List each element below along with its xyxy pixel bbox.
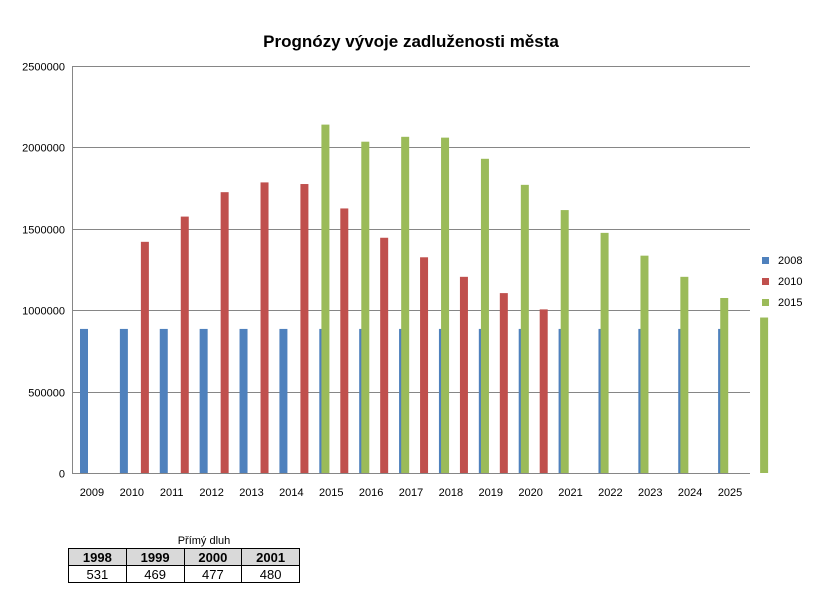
x-tick-label: 2017 [399, 487, 423, 499]
x-tick-label: 2024 [678, 487, 702, 499]
bars [80, 124, 769, 474]
legend-label: 2008 [778, 255, 802, 267]
table-row: 531 469 477 480 [68, 565, 300, 583]
legend-swatch [762, 257, 769, 264]
x-tick-label: 2011 [160, 487, 184, 499]
bar-2010-2018 [459, 276, 468, 473]
y-axis-labels: 0 500000 1000000 1500000 2000000 2500000 [22, 62, 65, 481]
x-tick-label: 2010 [120, 487, 144, 499]
x-tick-label: 2013 [239, 487, 263, 499]
table-caption: Přímý dluh [177, 535, 231, 547]
bar-2015-2022 [640, 255, 649, 473]
bar-2008-2014 [279, 328, 288, 473]
x-tick-label: 2014 [279, 487, 303, 499]
chart: Prognózy vývoje zadluženosti města 0 5000… [22, 32, 802, 499]
bar-2010-2011 [180, 216, 189, 473]
legend-label: 2015 [778, 297, 802, 309]
bar-2015-2025 [760, 317, 769, 473]
bar-2010-2016 [380, 237, 389, 473]
x-axis-labels: 2009 2010 2011 2012 2013 2014 2015 2016 2017 2018… [80, 487, 743, 499]
bar-2010-2017 [420, 257, 429, 473]
x-tick-label: 2022 [598, 487, 622, 499]
y-tick-label: 0 [59, 469, 65, 481]
bar-2010-2020 [539, 309, 548, 473]
table-header-row: 1998 1999 2000 2001 [68, 548, 300, 566]
x-tick-label: 2023 [638, 487, 662, 499]
table-cell: 480 [241, 565, 300, 583]
bar-2010-2013 [260, 182, 269, 474]
bar-2010-2012 [220, 192, 229, 474]
legend-swatch [762, 299, 769, 306]
x-tick-label: 2015 [319, 487, 343, 499]
bar-2010-2010 [140, 241, 149, 473]
x-tick-label: 2012 [199, 487, 223, 499]
table-header-cell: 2001 [241, 548, 300, 566]
legend: 2008 2010 2015 [762, 255, 802, 309]
x-tick-label: 2019 [479, 487, 503, 499]
bar-2008-2009 [80, 328, 88, 473]
bar-2008-2013 [239, 328, 248, 473]
direct-debt-table: 1998 1999 2000 2001 531 469 477 480 [68, 548, 300, 583]
table-header-cell: 1998 [68, 548, 127, 566]
x-tick-label: 2009 [80, 487, 104, 499]
y-tick-label: 1000000 [22, 306, 65, 318]
bar-2015-2018 [480, 158, 489, 473]
bar-2015-2016 [401, 136, 410, 473]
bar-2008-2011 [159, 328, 168, 473]
bar-2008-2012 [199, 328, 208, 473]
bar-2015-2015 [361, 141, 370, 473]
x-tick-label: 2016 [359, 487, 383, 499]
bar-2008-2010 [119, 328, 128, 473]
chart-title: Prognózy vývoje zadluženosti města [263, 32, 559, 51]
bar-2015-2023 [680, 276, 689, 473]
bar-2015-2024 [720, 297, 729, 473]
x-tick-label: 2018 [439, 487, 463, 499]
bar-2015-2019 [520, 184, 529, 473]
bar-2015-2017 [441, 137, 450, 473]
x-tick-label: 2020 [518, 487, 542, 499]
table-cell: 477 [183, 565, 243, 583]
bar-2010-2015 [340, 208, 349, 473]
legend-swatch [762, 278, 769, 285]
y-tick-label: 2500000 [22, 62, 65, 74]
x-tick-label: 2021 [558, 487, 582, 499]
table-header-cell: 2000 [183, 548, 243, 566]
direct-debt-table-container: Přímý dluh 1998 1999 2000 2001 531 469 4… [68, 535, 300, 583]
bar-2010-2014 [300, 184, 309, 473]
table-cell: 469 [125, 565, 185, 583]
bar-2015-2020 [560, 210, 569, 473]
y-tick-label: 2000000 [22, 143, 65, 155]
x-tick-label: 2025 [718, 487, 742, 499]
table-header-cell: 1999 [125, 548, 185, 566]
bar-2010-2019 [499, 293, 508, 473]
y-tick-label: 500000 [28, 388, 65, 400]
table-cell: 531 [68, 565, 127, 583]
legend-label: 2010 [778, 276, 802, 288]
y-tick-label: 1500000 [22, 225, 65, 237]
bar-2015-2021 [600, 232, 609, 473]
bar-2015-2014 [321, 124, 330, 473]
